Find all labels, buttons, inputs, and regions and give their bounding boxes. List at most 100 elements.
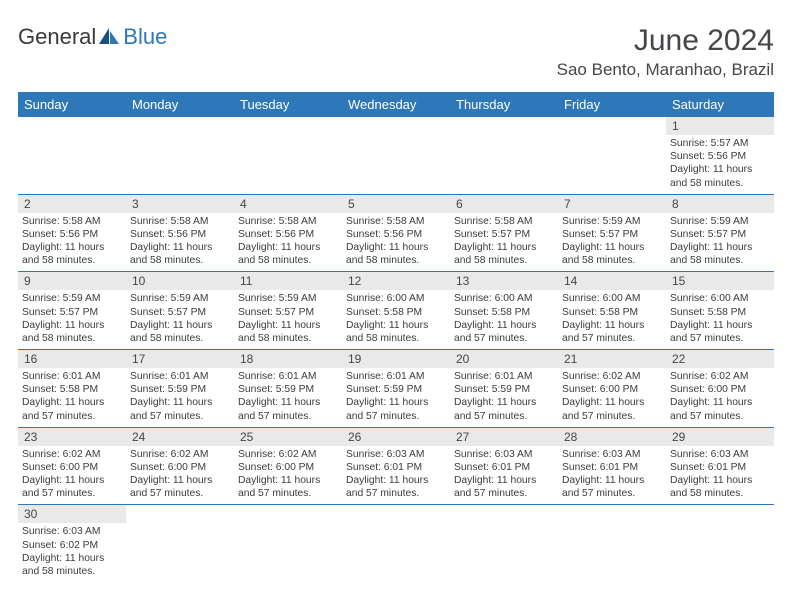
- calendar-day-cell: 4Sunrise: 5:58 AMSunset: 5:56 PMDaylight…: [234, 194, 342, 272]
- brand-part2: Blue: [123, 24, 167, 50]
- day-detail-text: Sunrise: 5:59 AMSunset: 5:57 PMDaylight:…: [18, 290, 126, 349]
- day-number: 21: [558, 350, 666, 368]
- calendar-day-cell: 25Sunrise: 6:02 AMSunset: 6:00 PMDayligh…: [234, 427, 342, 505]
- day-number: 3: [126, 195, 234, 213]
- calendar-day-cell: [234, 117, 342, 194]
- day-detail-text: Sunrise: 6:01 AMSunset: 5:59 PMDaylight:…: [342, 368, 450, 427]
- day-number: 6: [450, 195, 558, 213]
- calendar-day-cell: 14Sunrise: 6:00 AMSunset: 5:58 PMDayligh…: [558, 272, 666, 350]
- day-number: 28: [558, 428, 666, 446]
- calendar-day-cell: [558, 505, 666, 582]
- day-number: 11: [234, 272, 342, 290]
- day-detail-text: Sunrise: 6:02 AMSunset: 6:00 PMDaylight:…: [18, 446, 126, 505]
- day-detail-text: Sunrise: 6:00 AMSunset: 5:58 PMDaylight:…: [666, 290, 774, 349]
- day-number: 20: [450, 350, 558, 368]
- calendar-table: Sunday Monday Tuesday Wednesday Thursday…: [18, 92, 774, 582]
- day-detail-text: Sunrise: 5:58 AMSunset: 5:56 PMDaylight:…: [234, 213, 342, 272]
- day-number: 4: [234, 195, 342, 213]
- calendar-day-cell: 2Sunrise: 5:58 AMSunset: 5:56 PMDaylight…: [18, 194, 126, 272]
- day-detail-text: Sunrise: 5:59 AMSunset: 5:57 PMDaylight:…: [558, 213, 666, 272]
- calendar-day-cell: 7Sunrise: 5:59 AMSunset: 5:57 PMDaylight…: [558, 194, 666, 272]
- day-detail-text: Sunrise: 6:01 AMSunset: 5:59 PMDaylight:…: [234, 368, 342, 427]
- day-number: 7: [558, 195, 666, 213]
- calendar-day-cell: 11Sunrise: 5:59 AMSunset: 5:57 PMDayligh…: [234, 272, 342, 350]
- day-number: 8: [666, 195, 774, 213]
- day-detail-text: Sunrise: 6:02 AMSunset: 6:00 PMDaylight:…: [126, 446, 234, 505]
- calendar-day-cell: 16Sunrise: 6:01 AMSunset: 5:58 PMDayligh…: [18, 350, 126, 428]
- calendar-day-cell: 15Sunrise: 6:00 AMSunset: 5:58 PMDayligh…: [666, 272, 774, 350]
- calendar-day-cell: [450, 117, 558, 194]
- month-title: June 2024: [557, 24, 774, 58]
- day-number: 16: [18, 350, 126, 368]
- location-text: Sao Bento, Maranhao, Brazil: [557, 60, 774, 80]
- calendar-week-row: 1Sunrise: 5:57 AMSunset: 5:56 PMDaylight…: [18, 117, 774, 194]
- title-block: June 2024 Sao Bento, Maranhao, Brazil: [557, 24, 774, 80]
- calendar-day-cell: 20Sunrise: 6:01 AMSunset: 5:59 PMDayligh…: [450, 350, 558, 428]
- calendar-day-cell: 28Sunrise: 6:03 AMSunset: 6:01 PMDayligh…: [558, 427, 666, 505]
- calendar-day-cell: 22Sunrise: 6:02 AMSunset: 6:00 PMDayligh…: [666, 350, 774, 428]
- day-number: 22: [666, 350, 774, 368]
- day-number: 29: [666, 428, 774, 446]
- calendar-day-cell: [666, 505, 774, 582]
- weekday-header: Wednesday: [342, 92, 450, 117]
- day-detail-text: Sunrise: 5:58 AMSunset: 5:56 PMDaylight:…: [18, 213, 126, 272]
- calendar-week-row: 23Sunrise: 6:02 AMSunset: 6:00 PMDayligh…: [18, 427, 774, 505]
- day-number: 9: [18, 272, 126, 290]
- day-number: 27: [450, 428, 558, 446]
- calendar-day-cell: [18, 117, 126, 194]
- calendar-week-row: 30Sunrise: 6:03 AMSunset: 6:02 PMDayligh…: [18, 505, 774, 582]
- day-number: 23: [18, 428, 126, 446]
- day-detail-text: Sunrise: 6:03 AMSunset: 6:01 PMDaylight:…: [558, 446, 666, 505]
- day-number: 10: [126, 272, 234, 290]
- day-detail-text: Sunrise: 6:03 AMSunset: 6:01 PMDaylight:…: [342, 446, 450, 505]
- day-number: 26: [342, 428, 450, 446]
- day-detail-text: Sunrise: 6:00 AMSunset: 5:58 PMDaylight:…: [558, 290, 666, 349]
- day-number: 18: [234, 350, 342, 368]
- day-number: 24: [126, 428, 234, 446]
- day-number: 19: [342, 350, 450, 368]
- calendar-week-row: 16Sunrise: 6:01 AMSunset: 5:58 PMDayligh…: [18, 350, 774, 428]
- day-detail-text: Sunrise: 6:01 AMSunset: 5:59 PMDaylight:…: [450, 368, 558, 427]
- day-detail-text: Sunrise: 6:00 AMSunset: 5:58 PMDaylight:…: [342, 290, 450, 349]
- calendar-day-cell: 18Sunrise: 6:01 AMSunset: 5:59 PMDayligh…: [234, 350, 342, 428]
- calendar-day-cell: 24Sunrise: 6:02 AMSunset: 6:00 PMDayligh…: [126, 427, 234, 505]
- day-number: 17: [126, 350, 234, 368]
- weekday-header: Friday: [558, 92, 666, 117]
- day-detail-text: Sunrise: 6:01 AMSunset: 5:58 PMDaylight:…: [18, 368, 126, 427]
- calendar-day-cell: [126, 117, 234, 194]
- calendar-day-cell: 1Sunrise: 5:57 AMSunset: 5:56 PMDaylight…: [666, 117, 774, 194]
- weekday-header: Tuesday: [234, 92, 342, 117]
- day-detail-text: Sunrise: 5:58 AMSunset: 5:57 PMDaylight:…: [450, 213, 558, 272]
- day-detail-text: Sunrise: 5:59 AMSunset: 5:57 PMDaylight:…: [126, 290, 234, 349]
- header: General Blue June 2024 Sao Bento, Maranh…: [18, 24, 774, 80]
- calendar-day-cell: [234, 505, 342, 582]
- day-number: 30: [18, 505, 126, 523]
- day-detail-text: Sunrise: 5:59 AMSunset: 5:57 PMDaylight:…: [666, 213, 774, 272]
- brand-part1: General: [18, 24, 96, 50]
- calendar-day-cell: 19Sunrise: 6:01 AMSunset: 5:59 PMDayligh…: [342, 350, 450, 428]
- day-detail-text: Sunrise: 6:02 AMSunset: 6:00 PMDaylight:…: [666, 368, 774, 427]
- day-number: 1: [666, 117, 774, 135]
- calendar-day-cell: 3Sunrise: 5:58 AMSunset: 5:56 PMDaylight…: [126, 194, 234, 272]
- calendar-day-cell: 17Sunrise: 6:01 AMSunset: 5:59 PMDayligh…: [126, 350, 234, 428]
- day-number: 14: [558, 272, 666, 290]
- day-number: 2: [18, 195, 126, 213]
- sail-icon: [98, 27, 120, 47]
- calendar-day-cell: 26Sunrise: 6:03 AMSunset: 6:01 PMDayligh…: [342, 427, 450, 505]
- calendar-day-cell: 10Sunrise: 5:59 AMSunset: 5:57 PMDayligh…: [126, 272, 234, 350]
- day-detail-text: Sunrise: 6:01 AMSunset: 5:59 PMDaylight:…: [126, 368, 234, 427]
- day-detail-text: Sunrise: 6:03 AMSunset: 6:02 PMDaylight:…: [18, 523, 126, 582]
- day-number: 5: [342, 195, 450, 213]
- weekday-header: Sunday: [18, 92, 126, 117]
- calendar-day-cell: 29Sunrise: 6:03 AMSunset: 6:01 PMDayligh…: [666, 427, 774, 505]
- day-number: 13: [450, 272, 558, 290]
- calendar-week-row: 2Sunrise: 5:58 AMSunset: 5:56 PMDaylight…: [18, 194, 774, 272]
- calendar-day-cell: 27Sunrise: 6:03 AMSunset: 6:01 PMDayligh…: [450, 427, 558, 505]
- calendar-day-cell: 21Sunrise: 6:02 AMSunset: 6:00 PMDayligh…: [558, 350, 666, 428]
- brand-logo: General Blue: [18, 24, 167, 50]
- weekday-header: Thursday: [450, 92, 558, 117]
- calendar-day-cell: [342, 505, 450, 582]
- day-detail-text: Sunrise: 6:00 AMSunset: 5:58 PMDaylight:…: [450, 290, 558, 349]
- calendar-day-cell: [126, 505, 234, 582]
- calendar-day-cell: 12Sunrise: 6:00 AMSunset: 5:58 PMDayligh…: [342, 272, 450, 350]
